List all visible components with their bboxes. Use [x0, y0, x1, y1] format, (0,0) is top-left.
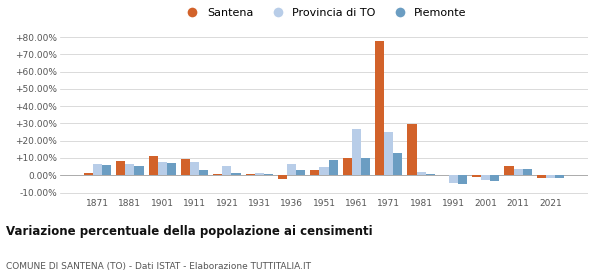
Bar — [361, 158, 370, 175]
Bar — [555, 175, 564, 178]
Text: COMUNE DI SANTENA (TO) - Dati ISTAT - Elaborazione TUTTITALIA.IT: COMUNE DI SANTENA (TO) - Dati ISTAT - El… — [6, 262, 311, 271]
Bar — [310, 170, 319, 175]
Bar — [393, 153, 402, 175]
Bar — [167, 163, 176, 175]
Bar — [449, 175, 458, 183]
Bar — [246, 174, 255, 175]
Bar — [149, 156, 158, 175]
Bar — [264, 174, 273, 175]
Bar — [223, 166, 232, 175]
Bar — [343, 158, 352, 175]
Bar — [384, 132, 393, 175]
Bar — [537, 175, 546, 178]
Bar — [158, 162, 167, 175]
Bar — [523, 169, 532, 175]
Bar — [287, 164, 296, 175]
Bar — [102, 165, 111, 175]
Bar — [319, 167, 329, 175]
Bar — [255, 173, 264, 175]
Bar — [375, 41, 384, 175]
Bar — [352, 129, 361, 175]
Legend: Santena, Provincia di TO, Piemonte: Santena, Provincia di TO, Piemonte — [177, 3, 471, 22]
Bar — [199, 170, 208, 175]
Bar — [458, 175, 467, 184]
Bar — [190, 162, 199, 175]
Text: Variazione percentuale della popolazione ai censimenti: Variazione percentuale della popolazione… — [6, 225, 373, 238]
Bar — [481, 175, 490, 179]
Bar — [296, 170, 305, 175]
Bar — [134, 166, 143, 175]
Bar — [278, 175, 287, 179]
Bar — [84, 173, 93, 175]
Bar — [425, 174, 434, 175]
Bar — [125, 164, 134, 175]
Bar — [472, 175, 481, 177]
Bar — [490, 175, 499, 181]
Bar — [116, 161, 125, 175]
Bar — [214, 174, 223, 175]
Bar — [416, 172, 425, 175]
Bar — [505, 166, 514, 175]
Bar — [232, 173, 241, 175]
Bar — [329, 160, 338, 175]
Bar — [407, 124, 416, 175]
Bar — [546, 175, 555, 178]
Bar — [514, 169, 523, 175]
Bar — [181, 159, 190, 175]
Bar — [93, 164, 102, 175]
